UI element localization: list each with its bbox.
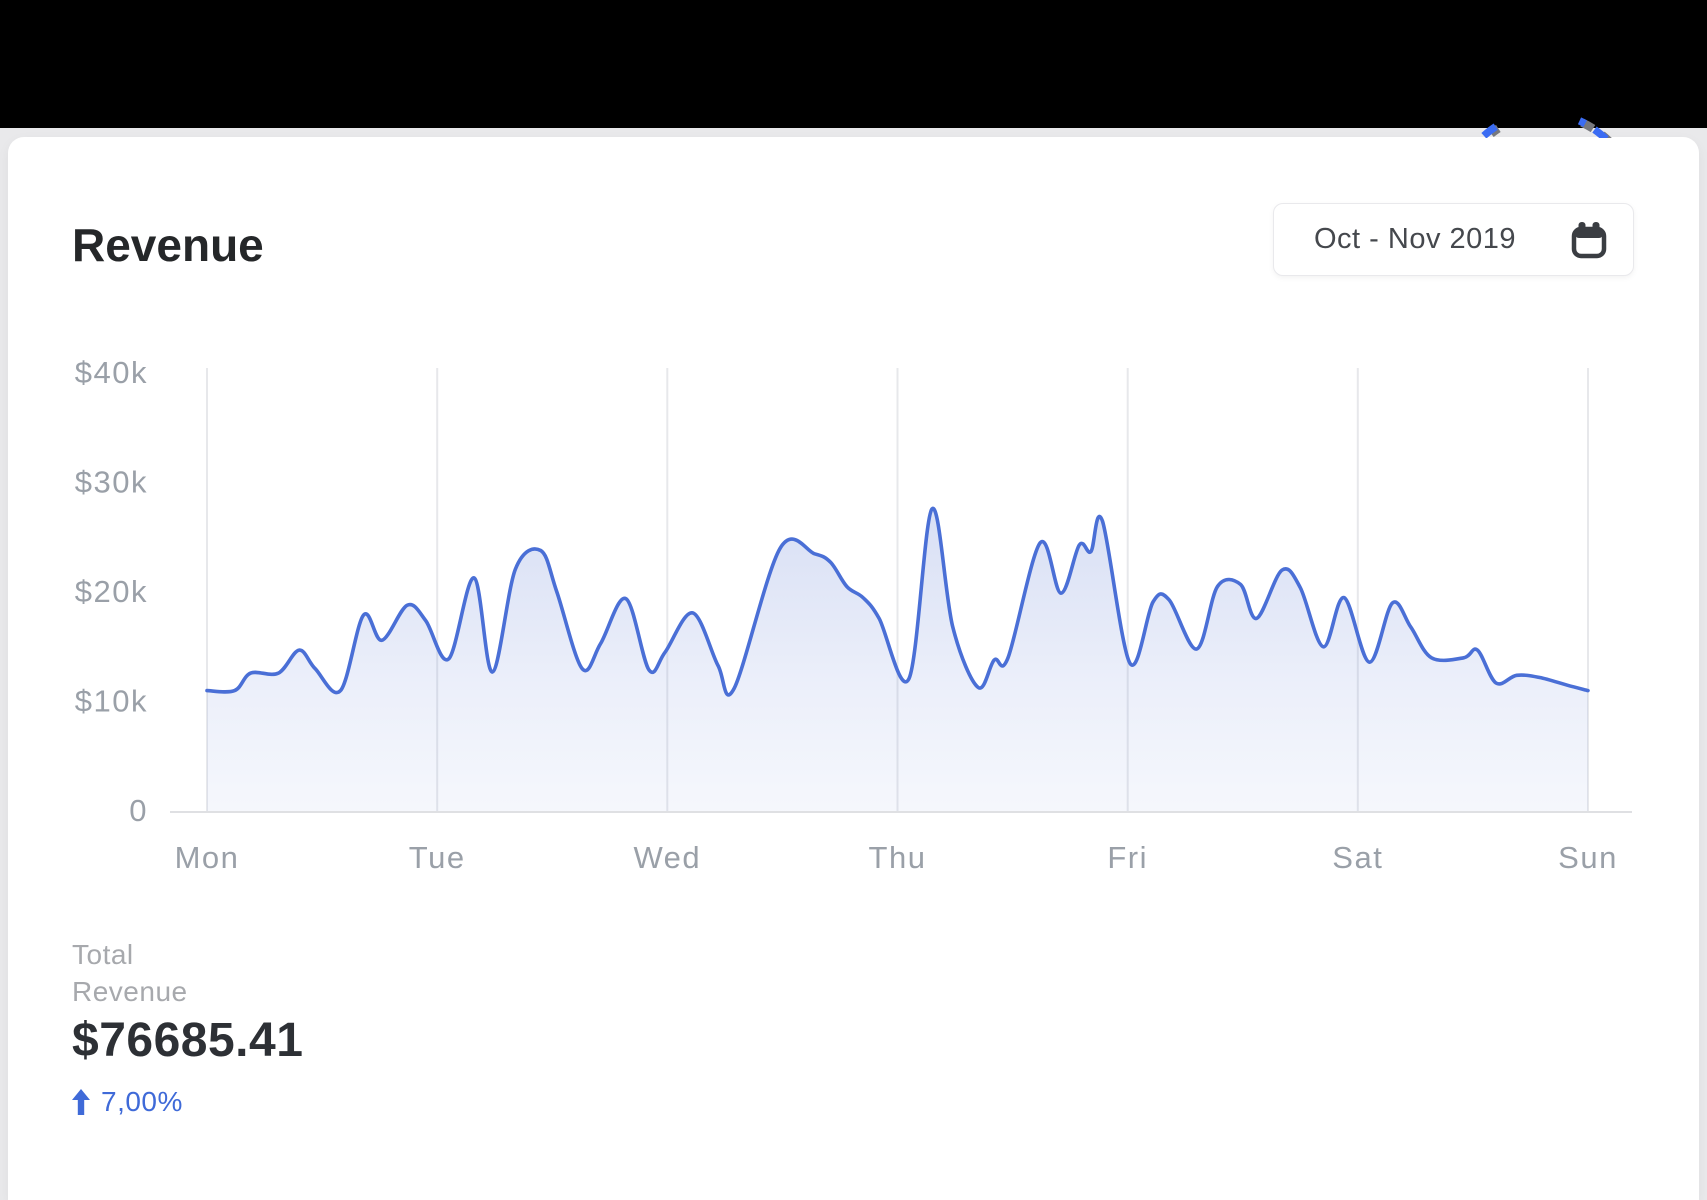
- date-range-picker[interactable]: Oct - Nov 2019: [1273, 203, 1634, 276]
- revenue-change: 7,00%: [72, 1086, 183, 1118]
- arrow-up-icon: [72, 1089, 90, 1115]
- svg-text:0: 0: [129, 793, 148, 828]
- svg-text:Thu: Thu: [869, 840, 927, 875]
- total-revenue-label-line2: Revenue: [72, 976, 188, 1007]
- total-revenue-value: $76685.41: [72, 1014, 304, 1067]
- svg-text:Sun: Sun: [1558, 840, 1618, 875]
- svg-text:$20k: $20k: [75, 574, 148, 609]
- svg-text:Fri: Fri: [1107, 840, 1148, 875]
- svg-text:$30k: $30k: [75, 465, 148, 500]
- page-title: Revenue: [72, 219, 264, 271]
- top-banner: [0, 0, 1707, 128]
- revenue-change-value: 7,00%: [101, 1086, 183, 1117]
- total-revenue-label-line1: Total: [72, 939, 134, 970]
- svg-text:$10k: $10k: [75, 684, 148, 719]
- svg-text:Wed: Wed: [633, 840, 701, 875]
- svg-text:$40k: $40k: [75, 355, 148, 390]
- date-range-label: Oct - Nov 2019: [1314, 223, 1517, 255]
- svg-text:Mon: Mon: [175, 840, 240, 875]
- total-revenue-block: Total Revenue $76685.41: [72, 936, 303, 1068]
- svg-text:Tue: Tue: [409, 840, 466, 875]
- svg-text:Sat: Sat: [1332, 840, 1383, 875]
- calendar-icon: [1571, 221, 1607, 258]
